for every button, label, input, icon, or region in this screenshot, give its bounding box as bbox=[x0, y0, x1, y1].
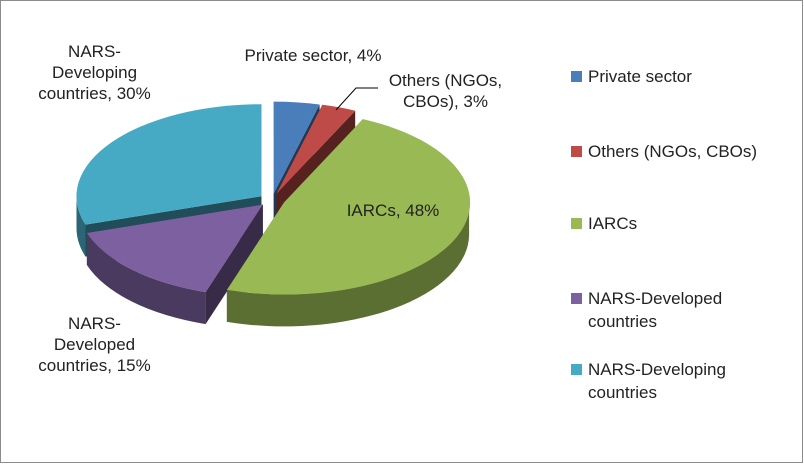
data-label: NARS-Developed countries, 15% bbox=[38, 314, 151, 375]
legend-label: Private sector bbox=[588, 67, 692, 86]
slice bbox=[86, 204, 263, 293]
legend-swatch bbox=[571, 146, 582, 157]
slice bbox=[226, 119, 471, 295]
data-label: NARS-Developing countries, 30% bbox=[38, 42, 151, 103]
slice bbox=[276, 104, 356, 194]
slice bbox=[76, 104, 262, 225]
slice-wall bbox=[86, 233, 206, 325]
legend-label: Others (NGOs, CBOs) bbox=[588, 142, 758, 161]
leader-line bbox=[335, 87, 378, 111]
data-label: Private sector, 4% bbox=[244, 46, 382, 65]
data-label: IARCs, 48% bbox=[346, 201, 440, 220]
legend-swatch bbox=[571, 293, 582, 304]
legend-swatch bbox=[571, 71, 582, 82]
legend-swatch bbox=[571, 218, 582, 229]
slice-wall bbox=[226, 202, 470, 327]
slice-wall bbox=[76, 196, 86, 257]
slice bbox=[273, 101, 320, 194]
legend-swatch bbox=[571, 364, 582, 375]
legend-label: IARCs bbox=[588, 214, 638, 233]
legend-label: NARS-Developed countries bbox=[588, 289, 723, 331]
legend-label: NARS-Developing countries bbox=[588, 360, 726, 402]
pie bbox=[76, 101, 471, 327]
data-label: Others (NGOs, CBOs), 3% bbox=[388, 71, 503, 111]
